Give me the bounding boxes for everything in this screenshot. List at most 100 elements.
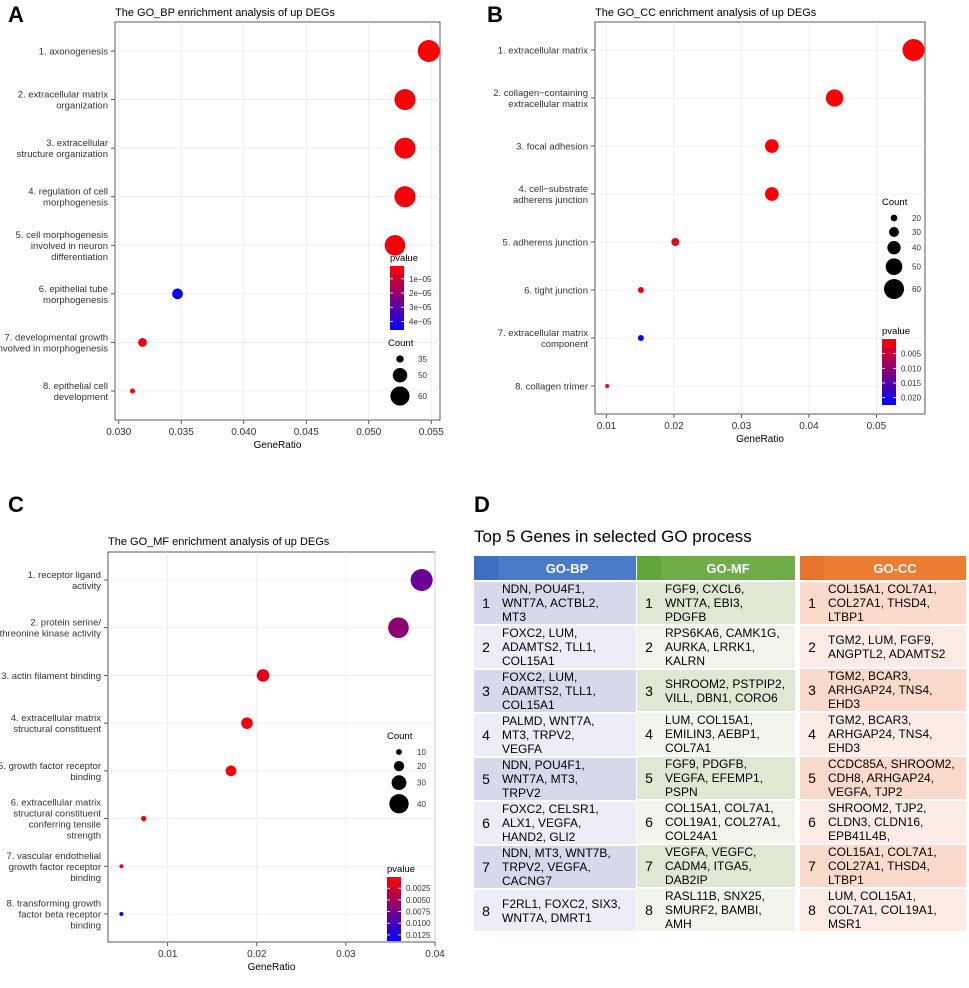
gene-line: SMURF2, BAMBI, bbox=[665, 903, 762, 917]
gene-line: ANGPTL2, ADAMTS2 bbox=[828, 646, 946, 661]
gene-line: WNT7A, MT3, bbox=[502, 772, 579, 786]
c-term-label: 8. transforming growth factor beta recept… bbox=[6, 899, 101, 932]
c-title: The GO_MF enrichment analysis of up DEGs bbox=[108, 536, 330, 548]
a-term-label: 2. extracellular matrix organization bbox=[18, 90, 109, 112]
gene-line: F2RL1, FOXC2, SIX3, bbox=[502, 896, 621, 911]
row-genes: LUM, COL15A1, COL7A1, COL19A1, MSR1 bbox=[824, 887, 966, 931]
b-point bbox=[637, 335, 644, 341]
go-mf-index-header bbox=[637, 556, 661, 580]
go-mf-row: 7 VEGFA, VEGFC, CADM4, ITGA5, DAB2IP bbox=[637, 843, 795, 887]
b-term-label: 7. extracellular matrix component bbox=[498, 328, 589, 350]
b-count-legend-dot bbox=[887, 241, 901, 255]
b-tick-label: 0.02 bbox=[664, 421, 684, 432]
a-count-legend-dot bbox=[392, 368, 408, 383]
b-point bbox=[637, 287, 644, 293]
c-pvalue-legend-label: 0.0075 bbox=[406, 908, 431, 917]
gene-line: NDN, MT3, WNT7B, bbox=[502, 846, 611, 860]
a-count-legend-dot bbox=[396, 355, 404, 363]
gene-line: NDN, POU4F1, bbox=[502, 582, 585, 596]
a-tick-label: 0.030 bbox=[106, 427, 131, 438]
a-xlabel: GeneRatio bbox=[254, 440, 302, 450]
a-point bbox=[138, 338, 147, 347]
a-term-label: 1. axonogenesis bbox=[39, 47, 108, 58]
gene-line: ADAMTS2, TLL1, bbox=[502, 684, 596, 698]
gene-line: KALRN bbox=[665, 654, 706, 668]
row-genes: NDN, MT3, WNT7B, TRPV2, VEGFA, CACNG7 bbox=[498, 844, 636, 888]
a-title: The GO_BP enrichment analysis of up DEGs bbox=[115, 7, 335, 19]
b-pvalue-legend-label: 0.020 bbox=[901, 394, 922, 403]
gene-line: FGF9, PDGFB, bbox=[665, 757, 748, 771]
row-genes: VEGFA, VEGFC, CADM4, ITGA5, DAB2IP bbox=[661, 843, 795, 887]
gene-line: COL24A1 bbox=[665, 829, 718, 843]
row-genes: CCDC85A, SHROOM2, CDH8, ARHGAP24, VEGFA, T… bbox=[824, 755, 966, 799]
c-pvalue-legend-title: pvalue bbox=[387, 864, 415, 875]
gene-line: COL7A1, COL19A1, bbox=[828, 903, 937, 917]
row-genes: NDN, POU4F1, WNT7A, ACTBL2, MT3 bbox=[498, 580, 636, 624]
row-index: 6 bbox=[474, 800, 498, 844]
gene-line: CADM4, ITGA5, bbox=[665, 859, 752, 873]
b-point bbox=[671, 238, 680, 246]
a-count-legend-dot bbox=[390, 386, 410, 406]
gene-line: COL15A1 bbox=[502, 698, 555, 712]
c-count-legend-dot bbox=[389, 794, 409, 814]
a-point bbox=[417, 40, 440, 62]
a-tick-label: 0.055 bbox=[419, 427, 444, 438]
gene-line: EPB41L4B, bbox=[828, 829, 891, 843]
row-index: 2 bbox=[637, 624, 661, 668]
row-index: 4 bbox=[637, 711, 661, 755]
gene-line: COL27A1, THSD4, bbox=[828, 859, 930, 873]
gene-line: LTBP1 bbox=[828, 873, 864, 887]
gene-line: PSPN bbox=[665, 785, 698, 799]
gene-line: ARHGAP24, TNS4, bbox=[828, 727, 933, 741]
b-count-legend-dot bbox=[889, 227, 899, 237]
row-index: 8 bbox=[637, 887, 661, 931]
row-index: 1 bbox=[474, 580, 498, 624]
a-point bbox=[394, 89, 416, 111]
c-tick-label: 0.03 bbox=[336, 949, 356, 960]
row-index: 6 bbox=[800, 799, 824, 843]
go-bp-index-header bbox=[474, 556, 498, 580]
c-xlabel: GeneRatio bbox=[248, 962, 296, 973]
chart-go-mf: The GO_MF enrichment analysis of up DEGs… bbox=[0, 536, 445, 973]
gene-line: ALX1, VEGFA, bbox=[502, 816, 582, 830]
gene-line: TGM2, BCAR3, bbox=[828, 669, 912, 683]
gene-line: HAND2, GLI2 bbox=[502, 830, 576, 844]
gene-line: ADAMTS2, TLL1, bbox=[502, 640, 596, 654]
a-tick-label: 0.040 bbox=[231, 427, 256, 438]
a-term-label: 3. extracellular structure organization bbox=[17, 138, 108, 160]
gene-line: VEGFA, EFEMP1, bbox=[665, 771, 764, 785]
b-tick-label: 0.05 bbox=[867, 421, 887, 432]
row-index: 4 bbox=[474, 712, 498, 756]
b-tick-label: 0.04 bbox=[799, 421, 819, 432]
panel-letter-c: C bbox=[8, 492, 24, 517]
gene-line: WNT7A, EBI3, bbox=[665, 596, 744, 610]
b-pvalue-colorbar bbox=[882, 339, 896, 405]
gene-line: EHD3 bbox=[828, 741, 861, 755]
a-tick-label: 0.035 bbox=[169, 427, 194, 438]
go-bp-table: GO-BP 1 NDN, POU4F1, WNT7A, ACTBL2, MT3 2 FOX… bbox=[474, 556, 636, 931]
row-genes: FGF9, PDGFB, VEGFA, EFEMP1, PSPN bbox=[661, 755, 795, 799]
a-pvalue-colorbar bbox=[390, 266, 404, 330]
b-pvalue-legend-label: 0.005 bbox=[901, 350, 922, 359]
c-point bbox=[119, 864, 124, 869]
a-term-label: 7. developmental growth involved in morph… bbox=[0, 332, 108, 354]
gene-line: MT3 bbox=[502, 610, 526, 624]
row-index: 3 bbox=[637, 668, 661, 711]
gene-line: CCDC85A, SHROOM2, bbox=[828, 757, 955, 771]
c-point bbox=[241, 717, 253, 729]
c-count-legend-dot bbox=[391, 775, 407, 791]
c-pvalue-legend-label: 0.0050 bbox=[406, 896, 431, 905]
a-count-legend-label: 60 bbox=[418, 392, 427, 401]
b-pvalue-legend-label: 0.010 bbox=[901, 364, 922, 373]
row-genes: NDN, POU4F1, WNT7A, MT3, TRPV2 bbox=[498, 756, 636, 800]
a-point bbox=[130, 388, 135, 394]
go-mf-row: 4 LUM, COL15A1, EMILIN3, AEBP1, COL7A1 bbox=[637, 711, 795, 755]
b-point bbox=[764, 139, 779, 153]
b-count-legend-label: 60 bbox=[912, 285, 921, 294]
row-genes: FGF9, CXCL6, WNT7A, EBI3, PDGFB bbox=[661, 580, 795, 624]
row-genes: TGM2, BCAR3, ARHGAP24, TNS4, EHD3 bbox=[824, 667, 966, 711]
gene-line: FOXC2, LUM, bbox=[502, 626, 578, 640]
row-genes: FOXC2, LUM, ADAMTS2, TLL1, COL15A1 bbox=[498, 624, 636, 668]
b-tick-label: 0.01 bbox=[597, 421, 617, 432]
c-point bbox=[388, 617, 409, 639]
